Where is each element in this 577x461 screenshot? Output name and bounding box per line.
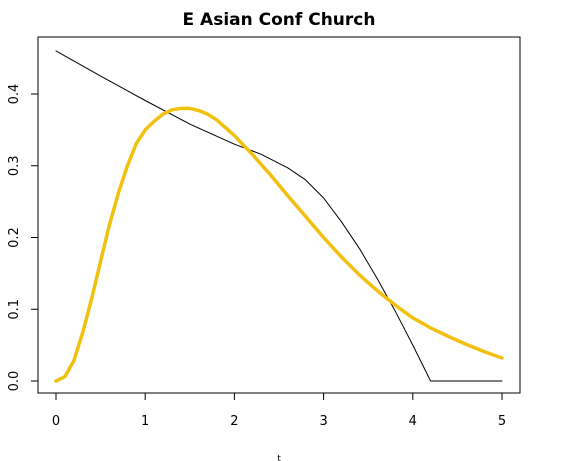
series-layer: [54, 50, 504, 383]
x-axis: 0 1 2 3 4 5: [52, 392, 506, 429]
y-tick-label: 0.0: [7, 371, 22, 392]
y-tick-label: 0.3: [7, 155, 22, 176]
x-axis-label: t: [277, 454, 281, 461]
series-line-2: [54, 106, 504, 383]
y-tick-label: 0.4: [7, 84, 22, 105]
x-tick-label: 0: [52, 414, 60, 429]
x-tick-label: 4: [409, 414, 417, 429]
y-axis: 0.0 0.1 0.2 0.3 0.4: [7, 84, 39, 392]
series-line-1: [55, 50, 503, 382]
chart-title: E Asian Conf Church: [183, 10, 376, 30]
x-tick-label: 3: [319, 414, 327, 429]
plot-frame: [37, 36, 521, 394]
y-tick-label: 0.2: [7, 227, 22, 248]
x-tick-label: 1: [141, 414, 149, 429]
x-tick-label: 5: [498, 414, 506, 429]
x-tick-label: 2: [230, 414, 238, 429]
y-tick-label: 0.1: [7, 299, 22, 320]
